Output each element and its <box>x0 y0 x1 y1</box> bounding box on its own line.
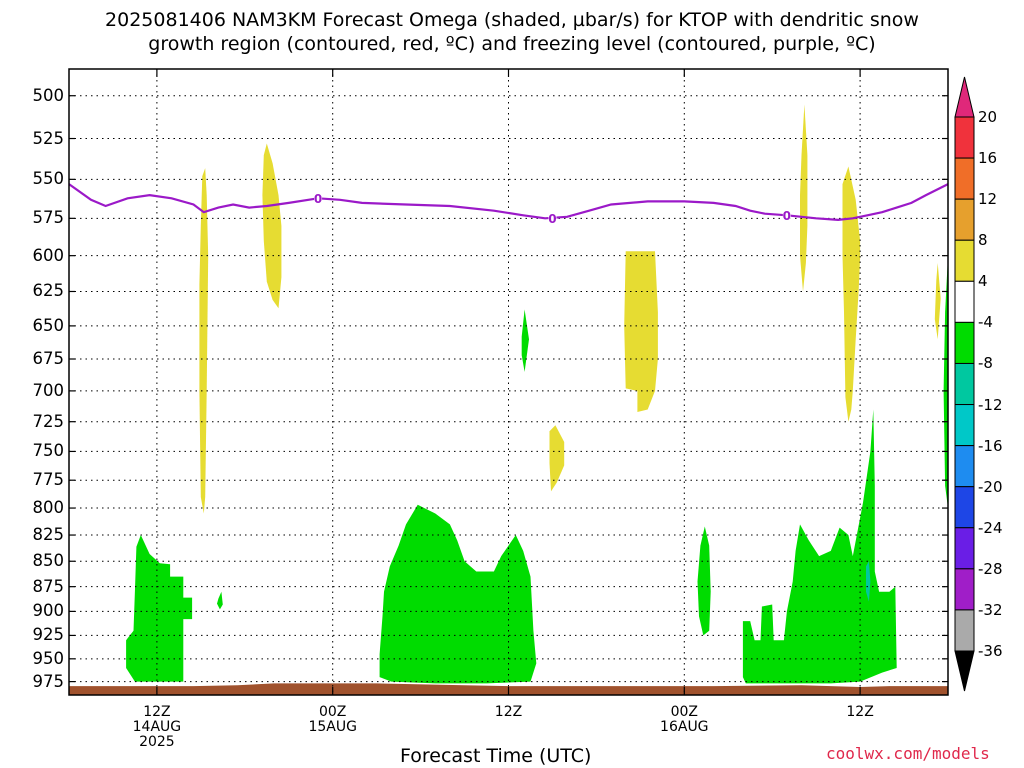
contour-label-bg-3 <box>782 209 791 222</box>
colorbar-tick-label: 20 <box>978 108 998 126</box>
x-tick-label: 12Z <box>494 704 523 720</box>
source-credit: coolwx.com/models <box>826 744 990 763</box>
omega-region-5 <box>800 104 808 292</box>
y-tick-label: 975 <box>32 671 65 691</box>
y-tick-label: 750 <box>32 441 65 461</box>
x-tick-label: 12Z <box>143 704 171 720</box>
colorbar-top-arrow <box>954 76 975 118</box>
omega-region-8 <box>126 535 193 682</box>
y-tick-label: 550 <box>32 169 65 189</box>
chart-title-line-2: growth region (contoured, red, ºC) and f… <box>148 33 876 55</box>
freezing-level-contour: 0 0 0 <box>68 183 949 226</box>
y-tick-label: 675 <box>32 349 65 368</box>
colorbar-tick-label: 4 <box>978 272 988 291</box>
omega-region-14 <box>943 255 948 509</box>
colorbar-tick-label: -16 <box>978 436 1003 455</box>
colorbar-band-6 <box>954 321 975 364</box>
omega-regions <box>126 104 948 684</box>
colorbar-tick-label: -36 <box>978 642 1003 660</box>
x-tick-label: 00Z <box>318 704 347 720</box>
x-axis-label: Forecast Time (UTC) <box>400 745 592 767</box>
x-tick-label: 14AUG <box>132 719 182 735</box>
colorbar-band-7 <box>954 362 975 406</box>
colorbar-tick-label: 16 <box>978 149 998 168</box>
x-tick-label: 00Z <box>670 704 698 720</box>
freezing-level-label: 0 <box>314 192 322 206</box>
y-tick-label: 825 <box>32 525 65 545</box>
y-tick-label: 900 <box>32 601 65 621</box>
omega-region-4 <box>549 425 565 492</box>
x-tick-label: 2025 <box>139 734 175 750</box>
colorbar-tick-label: -24 <box>978 518 1003 537</box>
omega-region-7 <box>934 263 941 340</box>
colorbar-band-13 <box>954 609 975 652</box>
colorbar-tick-label: -12 <box>978 395 1003 414</box>
contour-label-bg-1 <box>314 192 323 205</box>
omega-region-10 <box>379 504 537 684</box>
omega-region-11 <box>521 309 529 372</box>
y-tick-label: 500 <box>32 85 65 105</box>
colorbar-band-9 <box>954 445 975 488</box>
colorbar-tick-label: -32 <box>978 600 1003 619</box>
y-tick-label: 850 <box>32 551 65 571</box>
colorbar-tick-label: 8 <box>978 231 988 250</box>
colorbar-band-8 <box>954 404 975 447</box>
colorbar-tick-label: -20 <box>978 477 1003 496</box>
x-tick-label: 12Z <box>846 704 874 720</box>
omega-region-2 <box>262 143 282 309</box>
colorbar-band-12 <box>954 568 975 611</box>
omega-region-15 <box>866 561 871 602</box>
omega-region-9 <box>217 591 223 610</box>
colorbar-band-2 <box>954 157 975 200</box>
colorbar-tick-label: -4 <box>978 313 993 332</box>
colorbar <box>954 76 975 692</box>
omega-region-1 <box>199 168 209 514</box>
colorbar-band-4 <box>954 239 975 282</box>
plot-frame <box>68 68 949 696</box>
y-tick-label: 525 <box>32 128 65 148</box>
y-tick-label: 575 <box>32 208 65 228</box>
freezing-level-line <box>68 183 949 222</box>
gridlines <box>69 69 948 695</box>
colorbar-band-5 <box>954 280 975 323</box>
axis-tickmarks <box>69 69 948 695</box>
colorbar-band-11 <box>954 527 975 570</box>
colorbar-tick-label: -28 <box>978 559 1003 578</box>
freezing-level-label: 0 <box>548 212 556 226</box>
y-tick-label: 925 <box>32 625 65 645</box>
x-tick-label: 16AUG <box>660 719 709 735</box>
omega-region-12 <box>697 526 711 636</box>
y-tick-label: 700 <box>32 380 65 400</box>
freezing-level-label: 0 <box>783 209 791 223</box>
chart-title-line-1: 2025081406 NAM3KM Forecast Omega (shaded… <box>105 9 919 31</box>
omega-region-6 <box>842 166 861 422</box>
colorbar-tick-label: 12 <box>978 190 998 209</box>
omega-region-13 <box>742 409 897 684</box>
omega-region-3 <box>624 251 658 412</box>
contour-label-bg-2 <box>548 212 557 225</box>
y-tick-label: 800 <box>32 498 65 518</box>
colorbar-band-1 <box>954 116 975 159</box>
y-tick-label: 725 <box>32 411 65 431</box>
y-tick-label: 875 <box>32 576 65 596</box>
colorbar-band-10 <box>954 486 975 529</box>
colorbar-tick-label: -8 <box>978 354 993 373</box>
y-tick-label: 625 <box>32 281 65 301</box>
y-tick-label: 600 <box>32 245 65 265</box>
colorbar-band-3 <box>954 198 975 241</box>
colorbar-bottom-arrow <box>954 650 975 692</box>
x-tick-label: 15AUG <box>308 719 357 735</box>
y-tick-label: 650 <box>32 315 65 335</box>
y-tick-label: 950 <box>32 648 65 668</box>
y-tick-label: 775 <box>32 470 65 490</box>
